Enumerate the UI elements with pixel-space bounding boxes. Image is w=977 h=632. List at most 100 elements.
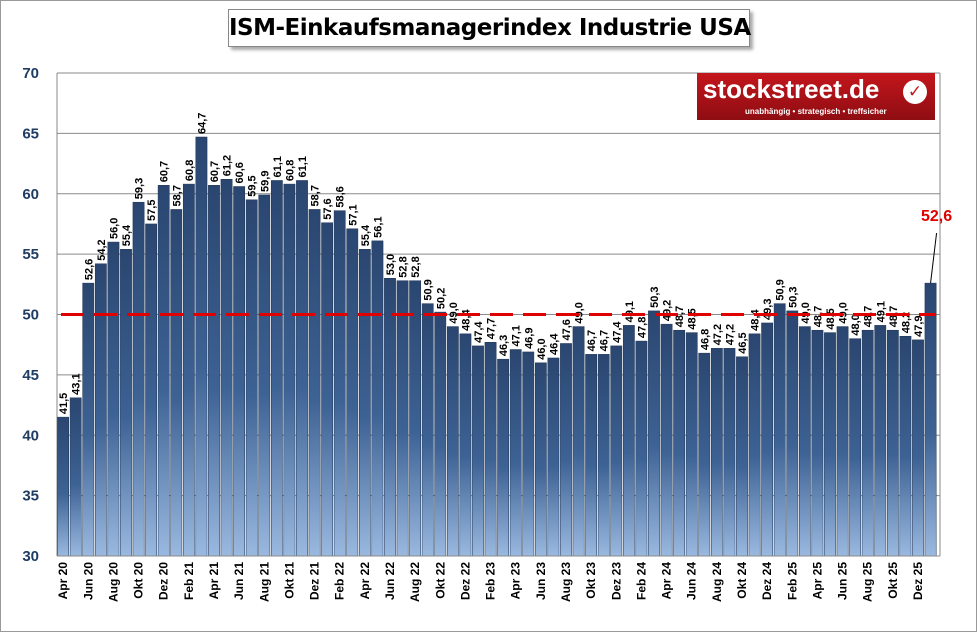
x-tick-label: Aug 23 bbox=[559, 562, 573, 602]
data-label: 57,1 bbox=[347, 204, 359, 225]
x-tick-label: Okt 20 bbox=[132, 562, 146, 599]
x-tick-label: Feb 23 bbox=[484, 562, 498, 600]
data-label: 47,4 bbox=[473, 321, 485, 343]
data-label: 47,8 bbox=[636, 317, 648, 338]
x-tick-label: Dez 21 bbox=[308, 562, 322, 600]
data-label: 47,2 bbox=[724, 324, 736, 345]
bar bbox=[296, 180, 308, 557]
data-label: 58,6 bbox=[335, 186, 347, 207]
data-label: 47,7 bbox=[486, 318, 498, 339]
data-label: 48,7 bbox=[674, 306, 686, 327]
bar bbox=[321, 222, 334, 557]
logo-name: stockstreet.de bbox=[703, 74, 880, 104]
bar bbox=[421, 303, 434, 557]
data-label: 49,1 bbox=[875, 301, 887, 322]
data-label: 47,2 bbox=[712, 324, 724, 345]
data-label: 46,5 bbox=[737, 332, 749, 353]
bar bbox=[145, 223, 158, 557]
bar bbox=[94, 263, 107, 557]
data-label: 52,8 bbox=[410, 256, 422, 277]
x-tick-label: Dez 24 bbox=[760, 562, 774, 600]
data-label: 57,6 bbox=[322, 198, 334, 219]
bar bbox=[874, 325, 887, 557]
x-tick-label: Aug 20 bbox=[106, 562, 120, 602]
x-tick-label: Apr 25 bbox=[810, 562, 824, 600]
bar bbox=[69, 397, 82, 557]
bar bbox=[886, 329, 899, 557]
y-tick-label: 45 bbox=[22, 367, 39, 384]
bar bbox=[233, 186, 246, 557]
data-label: 46,4 bbox=[548, 333, 560, 355]
y-tick-label: 60 bbox=[22, 186, 39, 203]
data-label: 61,2 bbox=[222, 155, 234, 176]
y-tick-label: 30 bbox=[22, 548, 39, 565]
x-tick-label: Apr 22 bbox=[358, 562, 372, 600]
bar bbox=[509, 349, 522, 557]
bar bbox=[384, 278, 396, 557]
bar bbox=[346, 228, 359, 557]
bar bbox=[560, 343, 572, 557]
y-tick-label: 55 bbox=[22, 246, 39, 263]
data-label: 41,5 bbox=[58, 393, 70, 414]
x-tick-label: Okt 22 bbox=[433, 562, 447, 599]
data-label: 59,5 bbox=[247, 175, 259, 196]
x-tick-label: Dez 20 bbox=[157, 562, 171, 600]
data-label: 49,0 bbox=[838, 302, 850, 323]
bar bbox=[534, 362, 547, 557]
bar bbox=[861, 329, 874, 557]
x-tick-label: Okt 23 bbox=[584, 562, 598, 599]
bar bbox=[409, 280, 422, 557]
data-label: 50,9 bbox=[423, 279, 435, 300]
data-label: 59,3 bbox=[134, 178, 146, 199]
data-label: 64,7 bbox=[196, 113, 208, 134]
data-label: 47,6 bbox=[561, 319, 573, 340]
x-tick-label: Apr 20 bbox=[56, 562, 70, 600]
bar bbox=[685, 332, 698, 557]
data-label: 48,7 bbox=[863, 306, 875, 327]
data-label: 50,3 bbox=[787, 286, 799, 307]
bar bbox=[723, 348, 736, 557]
bar bbox=[82, 282, 95, 557]
data-label: 48,0 bbox=[850, 314, 862, 335]
bar bbox=[522, 351, 535, 557]
bar bbox=[610, 345, 623, 557]
bar bbox=[270, 180, 283, 557]
y-tick-label: 35 bbox=[22, 488, 39, 505]
data-label: 52,6 bbox=[83, 259, 95, 280]
bar bbox=[258, 194, 271, 557]
data-label: 60,7 bbox=[209, 161, 221, 182]
bar bbox=[798, 326, 811, 557]
bar bbox=[195, 136, 208, 557]
y-tick-label: 70 bbox=[22, 65, 39, 82]
x-tick-label: Feb 21 bbox=[182, 562, 196, 600]
bar bbox=[710, 348, 723, 557]
y-tick-label: 40 bbox=[22, 427, 39, 444]
bar bbox=[245, 199, 258, 557]
bar bbox=[484, 342, 497, 557]
bar bbox=[849, 338, 862, 557]
x-tick-label: Aug 24 bbox=[710, 562, 724, 602]
data-label: 58,7 bbox=[310, 185, 322, 206]
bar bbox=[57, 416, 70, 557]
bar bbox=[836, 326, 849, 557]
bar bbox=[459, 333, 472, 557]
data-label: 50,2 bbox=[435, 288, 447, 309]
data-label: 48,5 bbox=[687, 308, 699, 329]
x-tick-label: Okt 21 bbox=[282, 562, 296, 599]
stockstreet-logo: stockstreet.de unabhängig • strategisch … bbox=[697, 73, 935, 120]
data-label: 49,2 bbox=[662, 300, 674, 321]
data-label: 49,0 bbox=[448, 302, 460, 323]
bar bbox=[283, 183, 296, 557]
data-label: 48,5 bbox=[825, 308, 837, 329]
x-tick-label: Dez 23 bbox=[609, 562, 623, 600]
bar bbox=[648, 310, 660, 557]
bar bbox=[736, 356, 748, 557]
bar bbox=[786, 310, 799, 557]
bar bbox=[333, 210, 346, 557]
data-label: 56,1 bbox=[372, 216, 384, 237]
bar bbox=[157, 185, 170, 557]
x-tick-label: Okt 24 bbox=[735, 562, 749, 599]
bar bbox=[170, 209, 183, 557]
data-label: 55,4 bbox=[121, 224, 133, 246]
bar bbox=[673, 329, 686, 557]
